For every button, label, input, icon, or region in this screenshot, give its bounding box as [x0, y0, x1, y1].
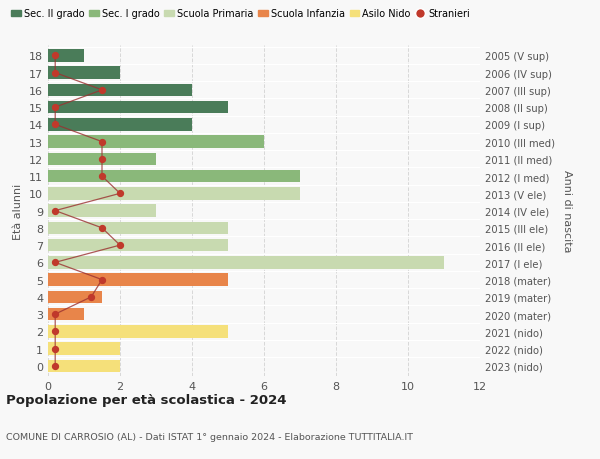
Bar — [48, 153, 156, 166]
Point — [50, 328, 60, 335]
Point — [50, 207, 60, 215]
Point — [50, 121, 60, 129]
Bar — [48, 222, 228, 235]
Bar — [48, 188, 300, 200]
Point — [97, 276, 107, 284]
Bar — [48, 67, 120, 80]
Point — [50, 311, 60, 318]
Point — [97, 225, 107, 232]
Point — [50, 345, 60, 353]
Point — [97, 139, 107, 146]
Text: COMUNE DI CARROSIO (AL) - Dati ISTAT 1° gennaio 2024 - Elaborazione TUTTITALIA.I: COMUNE DI CARROSIO (AL) - Dati ISTAT 1° … — [6, 431, 413, 441]
Point — [115, 242, 125, 249]
Point — [86, 294, 96, 301]
Point — [97, 156, 107, 163]
Bar — [48, 274, 228, 286]
Bar — [48, 119, 192, 131]
Bar — [48, 50, 84, 62]
Bar — [48, 325, 228, 338]
Bar — [48, 84, 192, 97]
Bar — [48, 257, 444, 269]
Legend: Sec. II grado, Sec. I grado, Scuola Primaria, Scuola Infanzia, Asilo Nido, Stran: Sec. II grado, Sec. I grado, Scuola Prim… — [11, 10, 470, 19]
Bar — [48, 308, 84, 320]
Point — [115, 190, 125, 197]
Bar — [48, 360, 120, 372]
Bar — [48, 101, 228, 114]
Bar — [48, 205, 156, 217]
Bar — [48, 136, 264, 149]
Y-axis label: Anni di nascita: Anni di nascita — [562, 170, 572, 252]
Point — [50, 52, 60, 60]
Point — [97, 87, 107, 95]
Point — [50, 104, 60, 112]
Y-axis label: Età alunni: Età alunni — [13, 183, 23, 239]
Point — [50, 70, 60, 77]
Text: Popolazione per età scolastica - 2024: Popolazione per età scolastica - 2024 — [6, 393, 287, 406]
Point — [50, 259, 60, 266]
Point — [50, 363, 60, 370]
Bar — [48, 240, 228, 252]
Bar — [48, 291, 102, 303]
Bar — [48, 342, 120, 355]
Point — [97, 173, 107, 180]
Bar — [48, 170, 300, 183]
